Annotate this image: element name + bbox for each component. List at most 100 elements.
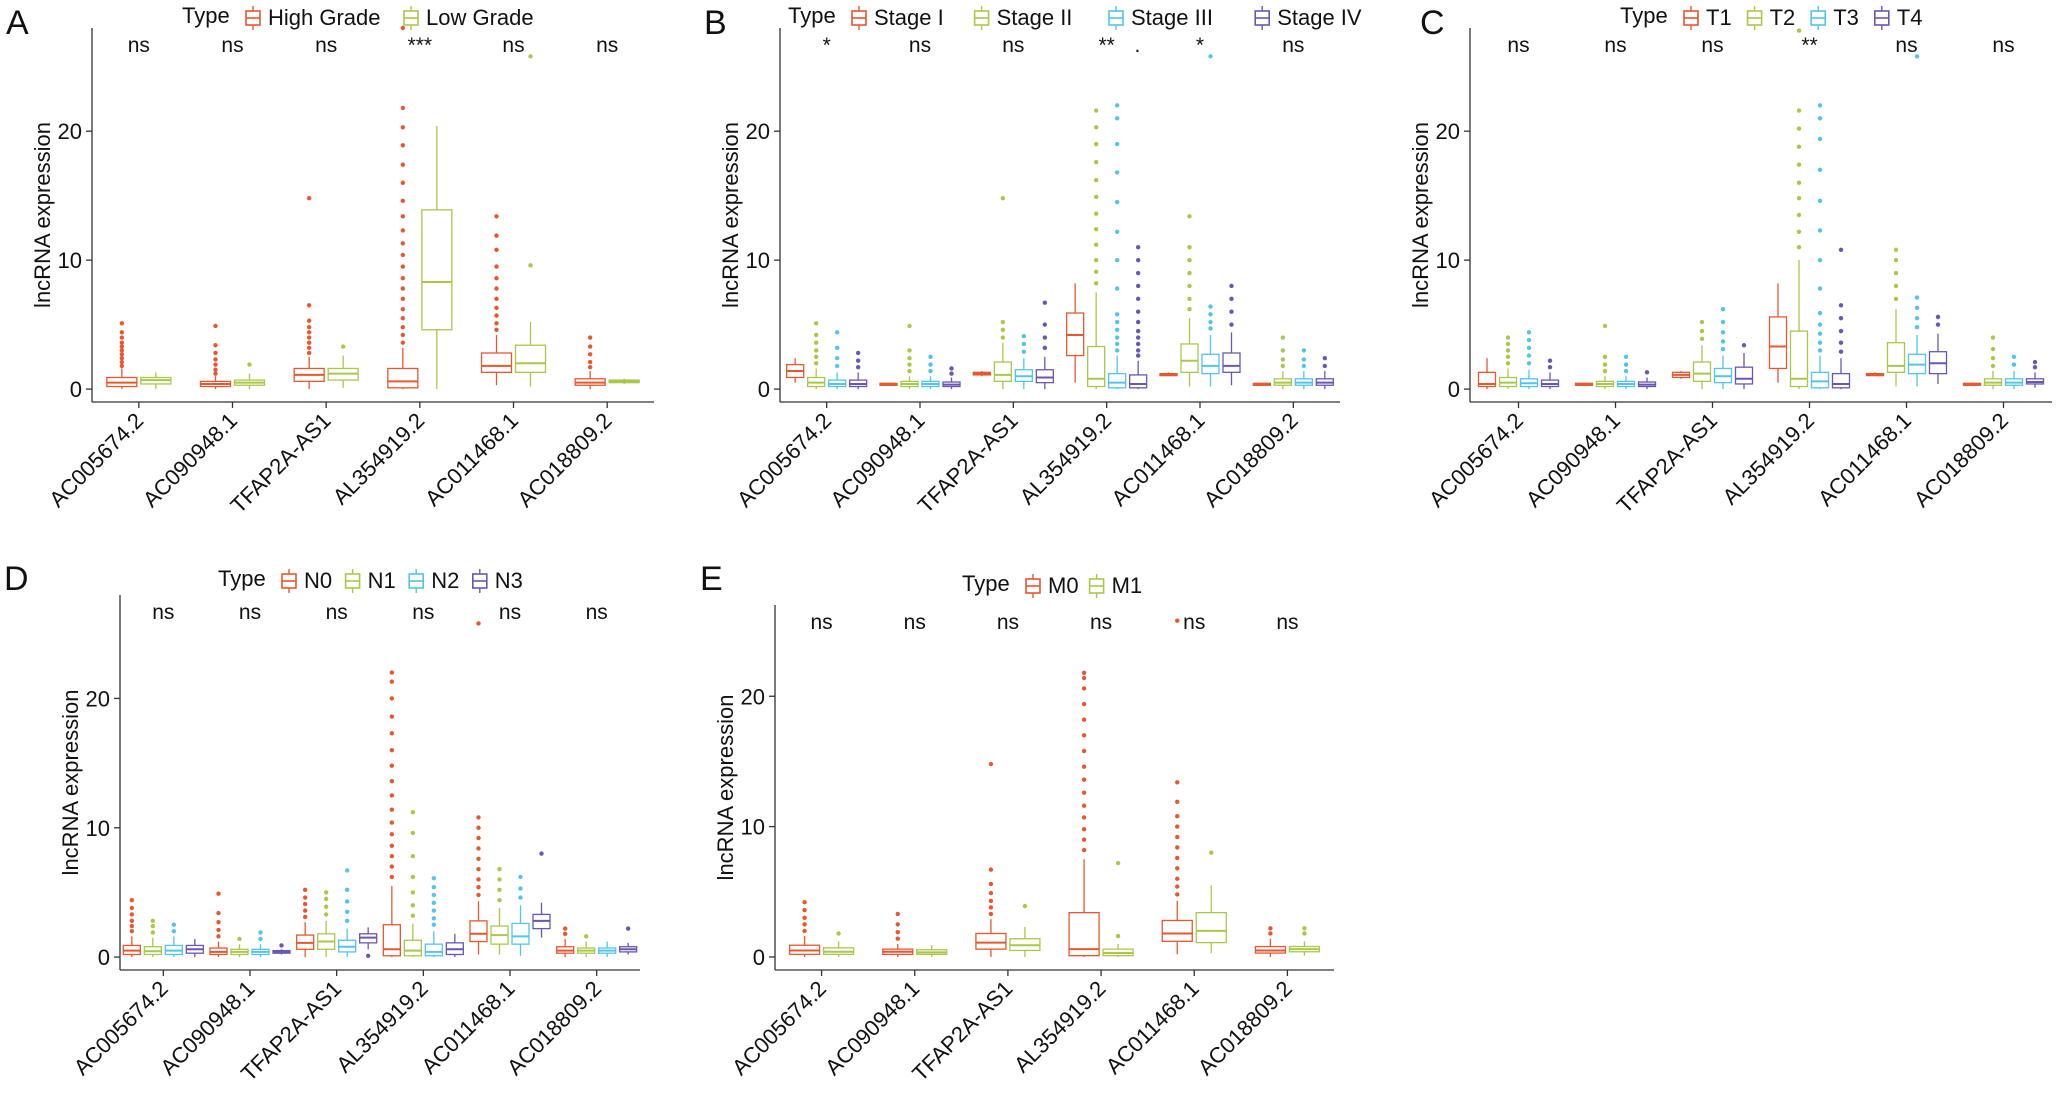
legend-key (1874, 6, 1890, 30)
box-m0 (882, 911, 914, 957)
box-low-grade (514, 54, 547, 387)
x-tick-label: AC090948.1 (1521, 408, 1625, 512)
outlier-point (928, 368, 933, 374)
box-iqr (424, 943, 443, 957)
y-tick-label: 20 (86, 686, 110, 711)
outlier-point (1796, 126, 1802, 131)
outlier-point (389, 864, 395, 869)
outlier-point (1135, 328, 1141, 334)
legend-label: T4 (1897, 5, 1923, 30)
outlier-point (494, 321, 499, 326)
outlier-point (1093, 211, 1099, 216)
outlier-point (1021, 349, 1027, 354)
outlier-point (129, 929, 135, 934)
outlier-point (1175, 866, 1180, 871)
y-tick-label: 10 (86, 816, 110, 841)
outlier-point (988, 867, 994, 872)
outlier-point (1114, 170, 1120, 175)
outlier-point (400, 252, 406, 258)
outlier-point (587, 364, 593, 370)
outlier-point (1093, 177, 1099, 183)
outlier-point (1114, 229, 1120, 234)
panel-label: C (1420, 4, 1445, 42)
legend-label: N1 (368, 568, 396, 593)
outlier-point (1175, 799, 1180, 805)
box-stage-iii (828, 330, 847, 390)
outlier-point (431, 885, 437, 890)
outlier-point (1817, 103, 1823, 108)
outlier-point (476, 621, 481, 626)
outlier-point (928, 354, 933, 360)
panel-label: A (6, 4, 29, 42)
legend-key (281, 569, 297, 593)
significance-label: ns (997, 611, 1019, 634)
outlier-point (1741, 343, 1747, 348)
outlier-point (119, 335, 125, 340)
outlier-point (1000, 327, 1006, 332)
outlier-point (213, 362, 218, 367)
outlier-point (1208, 319, 1213, 325)
outlier-point (494, 214, 499, 219)
panel-label: D (4, 560, 29, 598)
outlier-point (1093, 159, 1099, 165)
outlier-point (1114, 199, 1120, 205)
outlier-point (1602, 323, 1608, 329)
box-t3 (1713, 306, 1733, 390)
outlier-point (494, 313, 499, 318)
outlier-point (494, 286, 499, 291)
outlier-point (1187, 296, 1192, 302)
x-tick-label: AC018809.2 (1199, 408, 1303, 512)
outlier-point (497, 897, 502, 903)
outlier-point (216, 919, 221, 925)
outlier-point (476, 877, 481, 882)
box-t2 (1498, 335, 1518, 390)
outlier-point (1187, 257, 1192, 263)
outlier-point (988, 890, 994, 896)
outlier-point (389, 854, 395, 859)
box-high-grade (480, 214, 513, 386)
outlier-point (1699, 319, 1705, 325)
outlier-point (1817, 310, 1823, 316)
outlier-point (410, 903, 416, 908)
outlier-point (258, 936, 263, 942)
outlier-point (1175, 824, 1180, 829)
outlier-point (1229, 322, 1234, 327)
outlier-point (431, 922, 437, 927)
outlier-point (855, 364, 861, 370)
outlier-point (1175, 813, 1180, 819)
x-tick-label: AC011468.1 (1107, 408, 1210, 511)
y-tick-label: 0 (758, 377, 770, 402)
outlier-point (907, 362, 912, 367)
outlier-point (1081, 670, 1087, 675)
outlier-point (813, 332, 819, 338)
box-m0 (1161, 618, 1193, 955)
outlier-point (476, 885, 481, 890)
significance-label: ns (1507, 34, 1529, 57)
outlier-point (1796, 196, 1802, 201)
outlier-point (400, 275, 406, 281)
outlier-point (306, 303, 312, 308)
outlier-point (302, 914, 308, 920)
box-n1 (490, 866, 509, 955)
outlier-point (306, 325, 312, 330)
legend-title: Type (182, 3, 230, 28)
box-t2 (1692, 319, 1712, 390)
outlier-point (855, 358, 861, 363)
outlier-point (1135, 309, 1141, 314)
outlier-point (802, 922, 807, 927)
box-stage-ii (993, 196, 1012, 390)
outlier-point (1268, 926, 1273, 931)
outlier-point (1209, 850, 1214, 855)
x-tick-label: AC005674.2 (44, 408, 148, 512)
outlier-point (855, 350, 861, 356)
outlier-point (216, 910, 221, 916)
outlier-point (1081, 717, 1087, 722)
outlier-point (834, 355, 840, 361)
outlier-point (1175, 876, 1180, 881)
outlier-point (895, 911, 900, 917)
significance-label: ns (499, 601, 521, 624)
box-n0 (122, 897, 141, 958)
outlier-point (834, 330, 840, 335)
